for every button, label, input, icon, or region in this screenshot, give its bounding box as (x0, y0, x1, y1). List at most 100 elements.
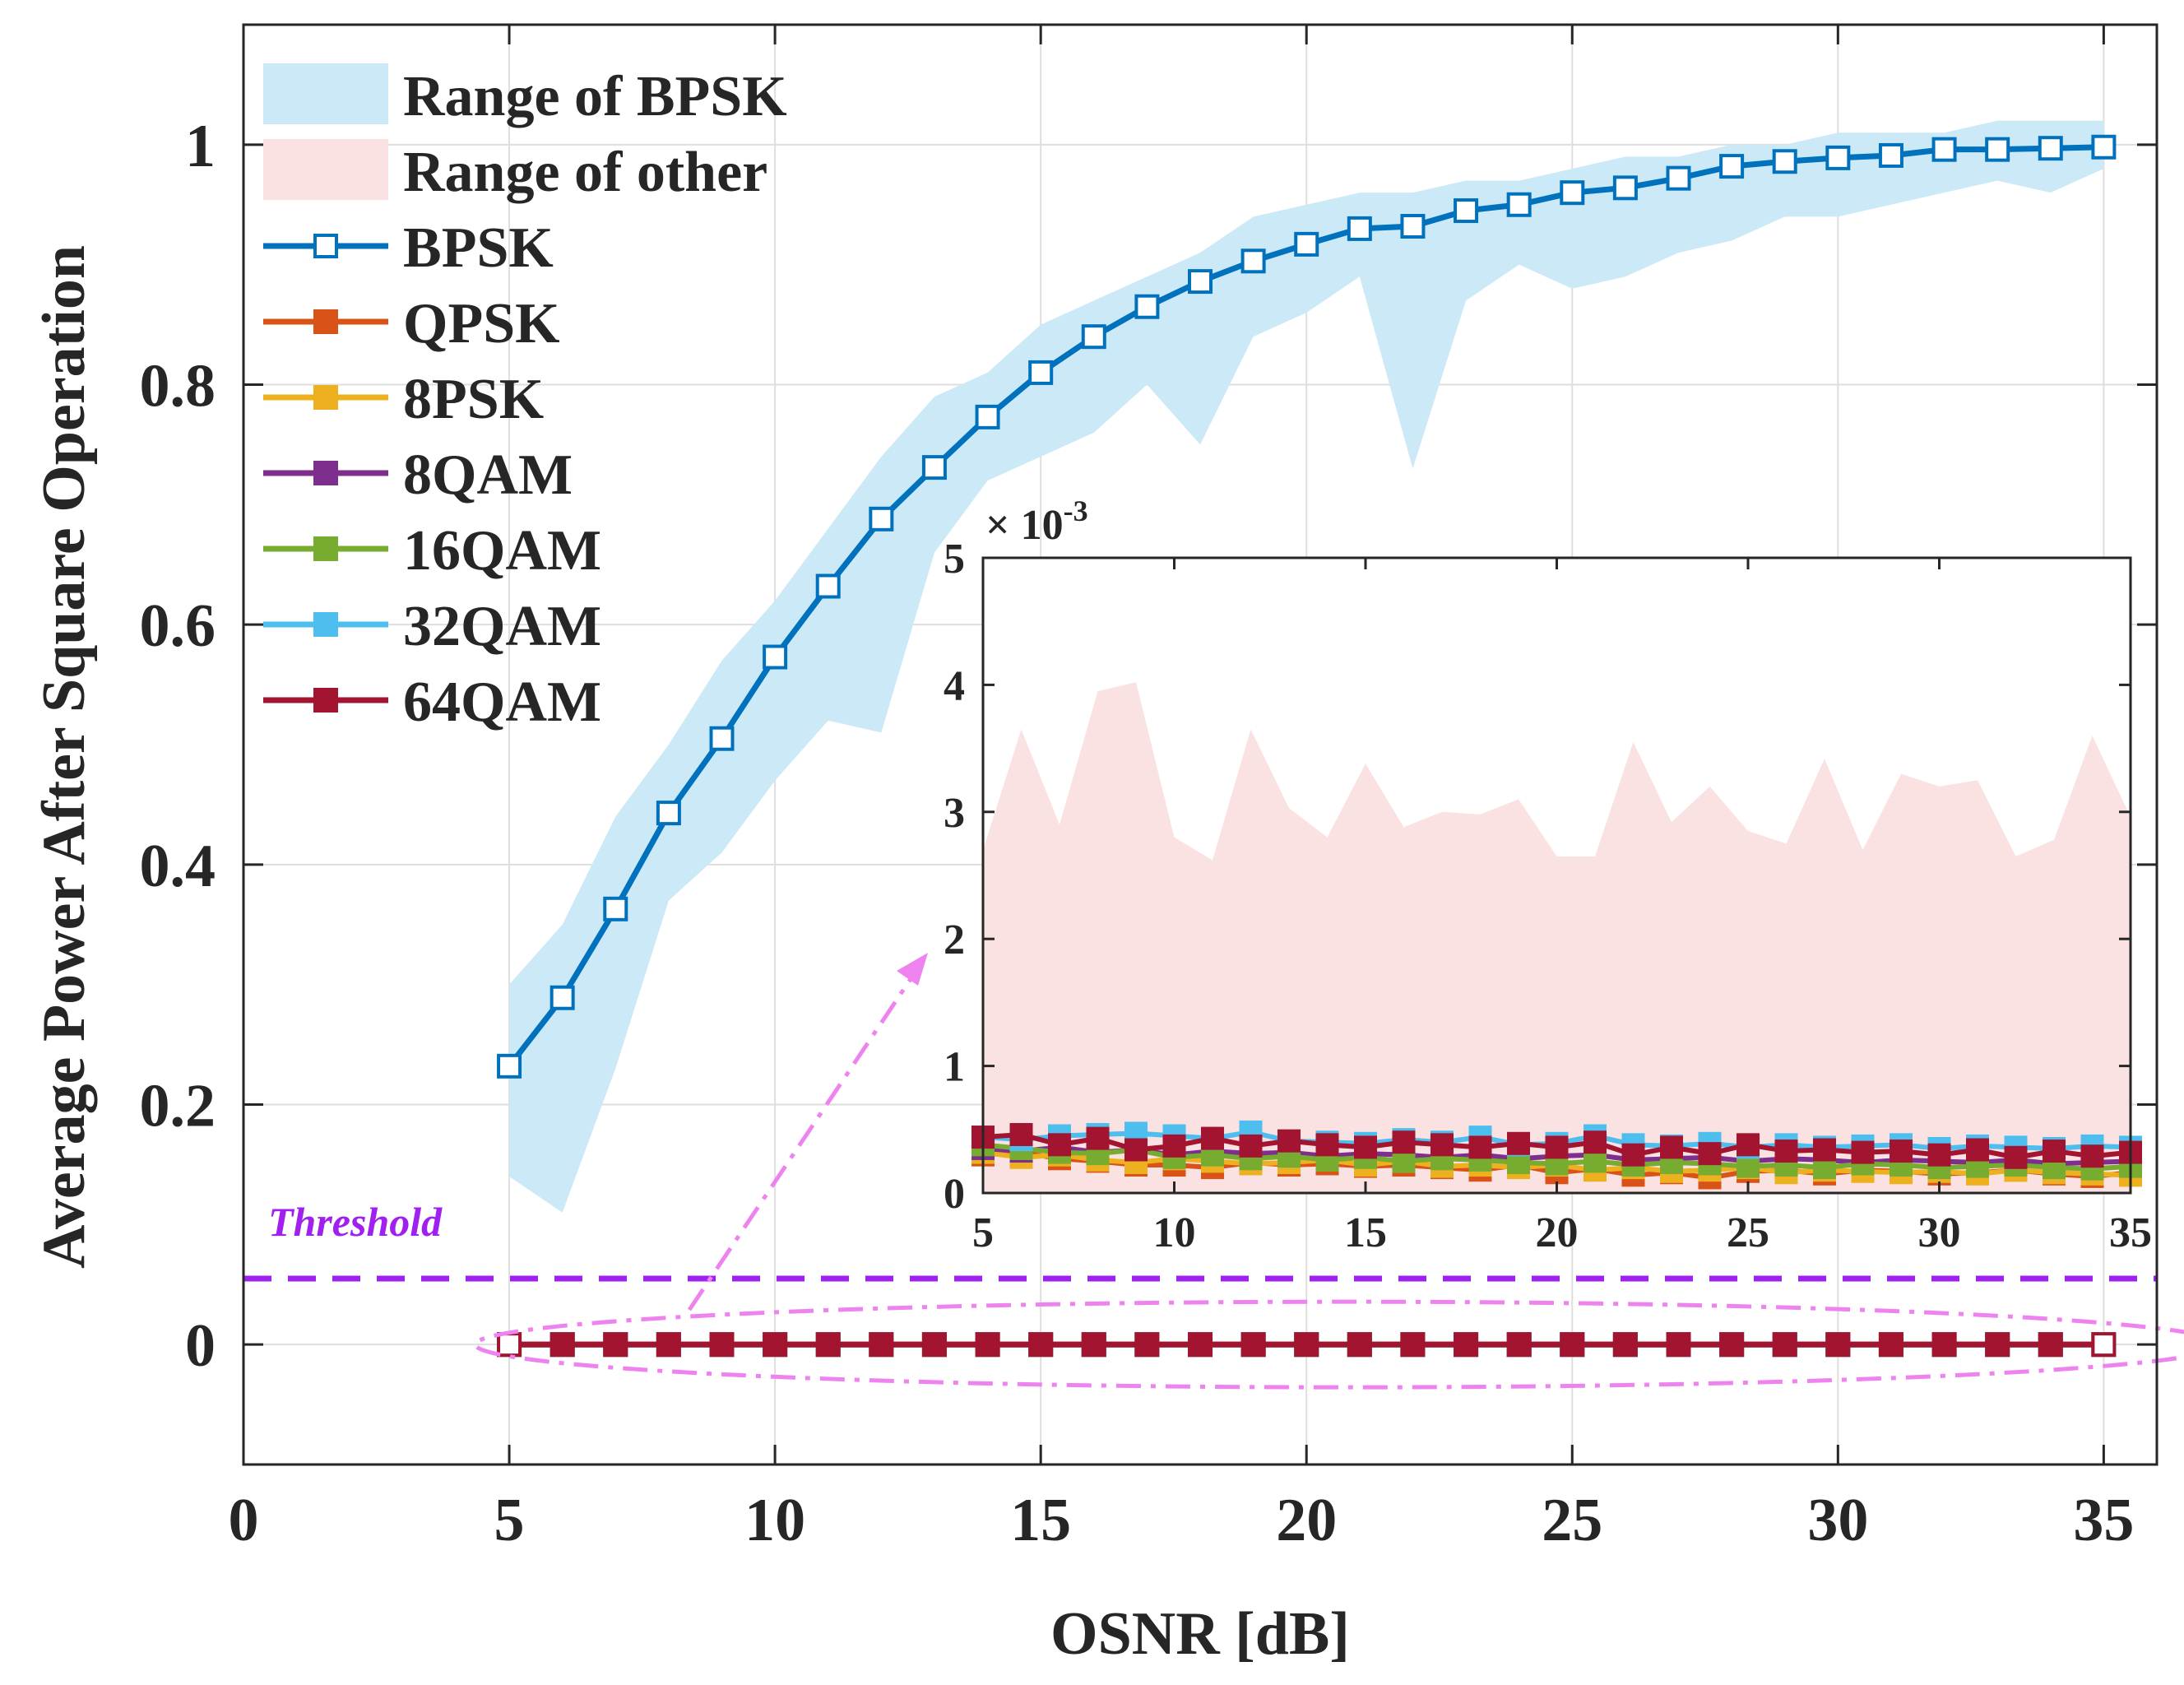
legend-label-8psk: 8PSK (403, 368, 544, 431)
point-64qam (1028, 1332, 1054, 1358)
range-bpsk-area (509, 120, 2104, 1213)
point-bpsk (1825, 145, 1851, 170)
point-64qam (1347, 1332, 1372, 1358)
legend-swatch-range-of-other (263, 139, 388, 200)
point-64qam (1878, 1332, 1903, 1358)
legend-label-8qam: 8QAM (403, 443, 573, 507)
point-bpsk (1081, 324, 1106, 350)
legend-marker-qpsk (313, 309, 338, 334)
x-tick-label: 25 (1542, 1487, 1602, 1554)
point-64qam (2038, 1332, 2063, 1358)
point-64qam (815, 1332, 841, 1358)
point-64qam (869, 1332, 894, 1358)
point-bpsk (815, 573, 841, 599)
threshold-label: Threshold (268, 1199, 443, 1245)
inset-x-tick-label: 10 (1153, 1209, 1196, 1256)
legend-label-range-of-bpsk: Range of BPSK (403, 65, 787, 128)
inset-point-64qam (1162, 1134, 1186, 1158)
point-64qam (1188, 1332, 1213, 1358)
y-tick-label: 0 (185, 1312, 216, 1380)
legend-label-32qam: 32QAM (403, 595, 601, 658)
main-series-lines (497, 134, 2117, 1358)
inset-point-64qam (1698, 1142, 1722, 1166)
inset-point-64qam (1584, 1130, 1607, 1154)
legend-marker-32qam (313, 612, 338, 637)
point-bpsk (1506, 192, 1532, 217)
inset-y-tick-label: 0 (944, 1171, 965, 1218)
inset-point-64qam (1966, 1138, 1989, 1162)
point-bpsk (656, 801, 681, 826)
point-64qam (497, 1332, 522, 1358)
main-axes-box (242, 23, 2158, 1466)
legend-marker-64qam (313, 688, 338, 713)
y-tick-label: 0.6 (140, 592, 216, 660)
inset-point-64qam (1315, 1133, 1339, 1157)
x-tick-label: 30 (1807, 1487, 1868, 1554)
point-bpsk (2038, 136, 2063, 161)
x-tick-label: 15 (1010, 1487, 1071, 1554)
inset-x-tick-label: 20 (1536, 1209, 1579, 1256)
inset-point-16qam (1392, 1149, 1416, 1173)
point-64qam (709, 1332, 735, 1358)
point-64qam (1931, 1332, 1957, 1358)
legend-label-bpsk: BPSK (403, 216, 554, 280)
inset-y-tick-label: 4 (944, 662, 965, 709)
legend-label-16qam: 16QAM (403, 519, 601, 583)
legend-label-qpsk: QPSK (403, 292, 560, 355)
point-bpsk (1772, 149, 1797, 174)
point-bpsk (1134, 294, 1160, 319)
legend: Range of BPSK Range of other BPSK QPSK 8PSK 8… (263, 63, 787, 734)
y-tick-label: 0.2 (140, 1073, 216, 1140)
series-64qam (497, 1332, 2117, 1358)
inset-point-64qam (1507, 1131, 1530, 1155)
point-64qam (1772, 1332, 1797, 1358)
inset-point-64qam (1277, 1129, 1301, 1153)
point-bpsk (869, 506, 894, 531)
inset-y-tick-label: 1 (944, 1044, 965, 1091)
point-bpsk (709, 726, 735, 751)
inset-point-64qam (1201, 1126, 1224, 1150)
point-64qam (1506, 1332, 1532, 1358)
legend-marker-8qam (313, 461, 338, 485)
inset-point-64qam (1813, 1138, 1836, 1162)
legend-entry-8psk: 8PSK (263, 368, 544, 431)
x-tick-label: 5 (494, 1487, 525, 1554)
point-64qam (1134, 1332, 1160, 1358)
point-bpsk (1240, 248, 1266, 274)
legend-label-range-of-other: Range of other (403, 141, 767, 204)
y-axis-label: Average Power After Square Operation (30, 245, 98, 1269)
point-64qam (1825, 1332, 1851, 1358)
point-64qam (1985, 1332, 2010, 1358)
inset-point-64qam (1737, 1133, 1760, 1157)
point-64qam (1294, 1332, 1319, 1358)
inset-scale-exponent: -3 (1064, 494, 1088, 527)
point-bpsk (1666, 165, 1691, 191)
inset-point-64qam (1545, 1135, 1569, 1159)
legend-entry-8qam: 8QAM (263, 443, 573, 507)
inset-y-tick-label: 2 (944, 917, 965, 963)
inset-point-64qam (1430, 1133, 1454, 1157)
x-tick-label: 10 (744, 1487, 805, 1554)
point-64qam (1081, 1332, 1106, 1358)
point-64qam (921, 1332, 947, 1358)
point-bpsk (1188, 269, 1213, 295)
x-tick-label: 35 (2073, 1487, 2134, 1554)
inset-point-16qam (1737, 1154, 1760, 1178)
point-bpsk (1454, 198, 1479, 224)
point-64qam (1666, 1332, 1691, 1358)
inset-point-64qam (1392, 1130, 1416, 1154)
point-bpsk (1560, 180, 1585, 206)
x-axis-label: OSNR [dB] (1050, 1600, 1350, 1668)
legend-entry-range-of-other: Range of other (263, 139, 767, 204)
inset-x-tick-label: 5 (972, 1209, 994, 1256)
point-64qam (656, 1332, 681, 1358)
y-tick-label: 0.8 (140, 353, 216, 420)
inset-point-64qam (1086, 1126, 1110, 1150)
legend-entry-range-of-bpsk: Range of BPSK (263, 63, 787, 128)
inset-point-16qam (1584, 1149, 1607, 1173)
inset-point-64qam (1774, 1140, 1798, 1163)
point-bpsk (2091, 134, 2117, 160)
x-tick-label: 0 (229, 1487, 259, 1554)
